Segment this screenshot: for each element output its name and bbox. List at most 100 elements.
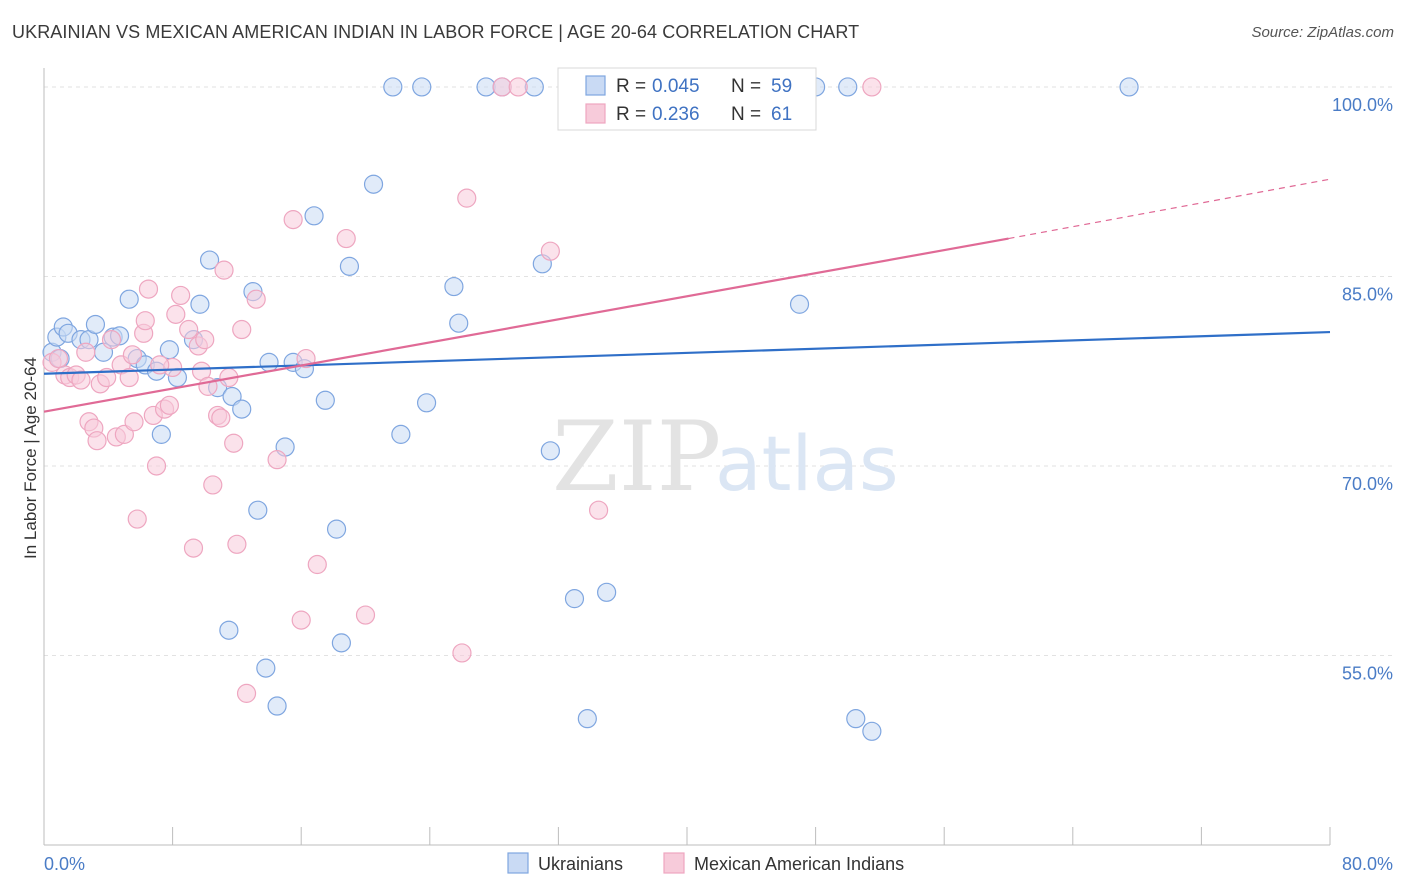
ukrainians-point bbox=[846, 709, 866, 729]
x-tick-label: 80.0% bbox=[1342, 854, 1393, 874]
watermark-atlas: atlas bbox=[715, 419, 899, 508]
chart-title: UKRAINIAN VS MEXICAN AMERICAN INDIAN IN … bbox=[12, 22, 860, 42]
mexican-american-indians-point bbox=[452, 643, 472, 663]
bottom-legend-swatch bbox=[663, 852, 685, 874]
watermark-zip: ZIP bbox=[552, 401, 721, 513]
legend-n-value: 61 bbox=[771, 104, 792, 125]
ukrainians-point bbox=[151, 424, 171, 444]
mexican-american-indians-point bbox=[48, 348, 69, 369]
ukrainians-point bbox=[315, 390, 335, 410]
ukrainians-point bbox=[391, 424, 411, 444]
mexican-american-indians-point bbox=[138, 279, 159, 299]
y-tick-label: 100.0% bbox=[1332, 95, 1393, 115]
mexican-american-indians-point bbox=[508, 77, 528, 97]
mexican-american-indians-point bbox=[203, 475, 223, 495]
source-label: Source: ZipAtlas.com bbox=[1251, 24, 1394, 41]
y-tick-label: 55.0% bbox=[1342, 663, 1393, 683]
legend-r-value: 0.045 bbox=[652, 76, 700, 97]
legend-r-value: 0.236 bbox=[652, 104, 700, 125]
ukrainians-point bbox=[85, 314, 106, 335]
mexican-american-indians-point bbox=[291, 610, 311, 630]
mexican-american-indians-point bbox=[135, 311, 155, 331]
ukrainians-point bbox=[597, 582, 617, 602]
mexican-american-indians-point bbox=[355, 605, 376, 625]
ukrainians-point bbox=[119, 289, 139, 309]
axes bbox=[43, 68, 1331, 846]
ukrainians-point bbox=[540, 441, 560, 461]
mexican-american-indians-point bbox=[97, 367, 117, 388]
ukrainians-point bbox=[326, 519, 347, 539]
mexican-american-indians-point bbox=[283, 210, 303, 230]
mexican-american-indians-point bbox=[71, 370, 91, 390]
mexican-american-indians-point bbox=[195, 330, 215, 350]
y-axis-label: In Labor Force | Age 20-64 bbox=[21, 357, 40, 559]
ukrainians-point bbox=[222, 386, 242, 407]
ukrainians-point bbox=[412, 77, 432, 97]
stats-legend: R = 0.045 N = 59 R = 0.236 N = 61 bbox=[557, 67, 817, 131]
ukrainians-point bbox=[577, 709, 597, 729]
trend-lines bbox=[43, 178, 1331, 413]
legend-n-value: 59 bbox=[771, 76, 792, 97]
mexican-american-indians-point bbox=[166, 304, 186, 324]
ukrainians-point bbox=[476, 77, 496, 97]
bottom-legend-label: Ukrainians bbox=[538, 854, 623, 874]
ukrainians-point bbox=[838, 77, 858, 97]
ukrainians-point bbox=[1119, 77, 1139, 97]
mexican-american-indians-point bbox=[267, 450, 287, 470]
mexican-american-indians-point bbox=[179, 319, 199, 340]
mexican-american-indians-point bbox=[492, 77, 512, 97]
mexican-american-indians-point bbox=[119, 367, 139, 388]
mexican-american-indians-point bbox=[336, 228, 356, 249]
mexican-american-indians-point bbox=[122, 345, 143, 365]
ukrainians-point bbox=[199, 250, 220, 270]
ukrainians-point bbox=[383, 77, 403, 97]
y-tick-labels: 100.0% 85.0% 70.0% 55.0% bbox=[1332, 95, 1393, 684]
ukrainians-point bbox=[267, 696, 287, 716]
ukrainians-point bbox=[339, 256, 360, 276]
legend-n-label: N = bbox=[731, 104, 761, 125]
mexican-american-indians-point bbox=[87, 431, 107, 451]
ukrainians-point bbox=[524, 77, 544, 97]
data-points bbox=[42, 77, 1139, 741]
mexican-american-indians-point bbox=[224, 433, 244, 453]
mexican-american-indians-point bbox=[171, 285, 191, 306]
legend-r-label: R = bbox=[616, 76, 646, 97]
mexican-american-indians-point bbox=[862, 77, 882, 97]
mexican-american-indians-point bbox=[146, 456, 167, 476]
mexican-american-indians-point bbox=[214, 260, 234, 280]
mexican-american-indians-point bbox=[211, 408, 231, 428]
y-tick-label: 70.0% bbox=[1342, 474, 1393, 494]
mexican-american-indians-point bbox=[114, 424, 134, 444]
ukrainians-point bbox=[331, 633, 351, 653]
mexican-american-indians-point bbox=[76, 342, 96, 362]
ukrainians-point bbox=[259, 352, 279, 372]
mexican-american-indians-point bbox=[232, 319, 252, 340]
mexican-american-indians-trend-extension bbox=[1008, 178, 1331, 240]
bottom-legend-label: Mexican American Indians bbox=[694, 854, 904, 874]
ukrainians-point bbox=[256, 658, 276, 678]
ukrainians-point bbox=[248, 500, 268, 520]
legend-swatch bbox=[585, 103, 606, 124]
mexican-american-indians-point bbox=[236, 683, 257, 703]
mexican-american-indians-point bbox=[183, 538, 204, 558]
ukrainians-trend-line bbox=[43, 330, 1331, 375]
ukrainians-point bbox=[363, 174, 384, 194]
legend-swatch bbox=[585, 75, 606, 96]
mexican-american-indians-point bbox=[227, 534, 247, 554]
legend-r-label: R = bbox=[616, 104, 646, 125]
ukrainians-point bbox=[232, 399, 252, 419]
y-tick-label: 85.0% bbox=[1342, 284, 1393, 304]
mexican-american-indians-point bbox=[159, 395, 179, 415]
x-tick-label: 0.0% bbox=[44, 854, 85, 874]
gridlines bbox=[44, 86, 1395, 656]
ukrainians-point bbox=[564, 589, 585, 609]
ukrainians-point bbox=[444, 276, 464, 297]
mexican-american-indians-point bbox=[588, 500, 609, 520]
ukrainians-point bbox=[219, 620, 239, 640]
mexican-american-indians-point bbox=[127, 509, 147, 529]
watermark: ZIP atlas bbox=[552, 401, 899, 513]
mexican-american-indians-point bbox=[540, 241, 560, 261]
mexican-american-indians-point bbox=[307, 554, 327, 575]
bottom-legend: Ukrainians Mexican American Indians bbox=[507, 852, 904, 874]
